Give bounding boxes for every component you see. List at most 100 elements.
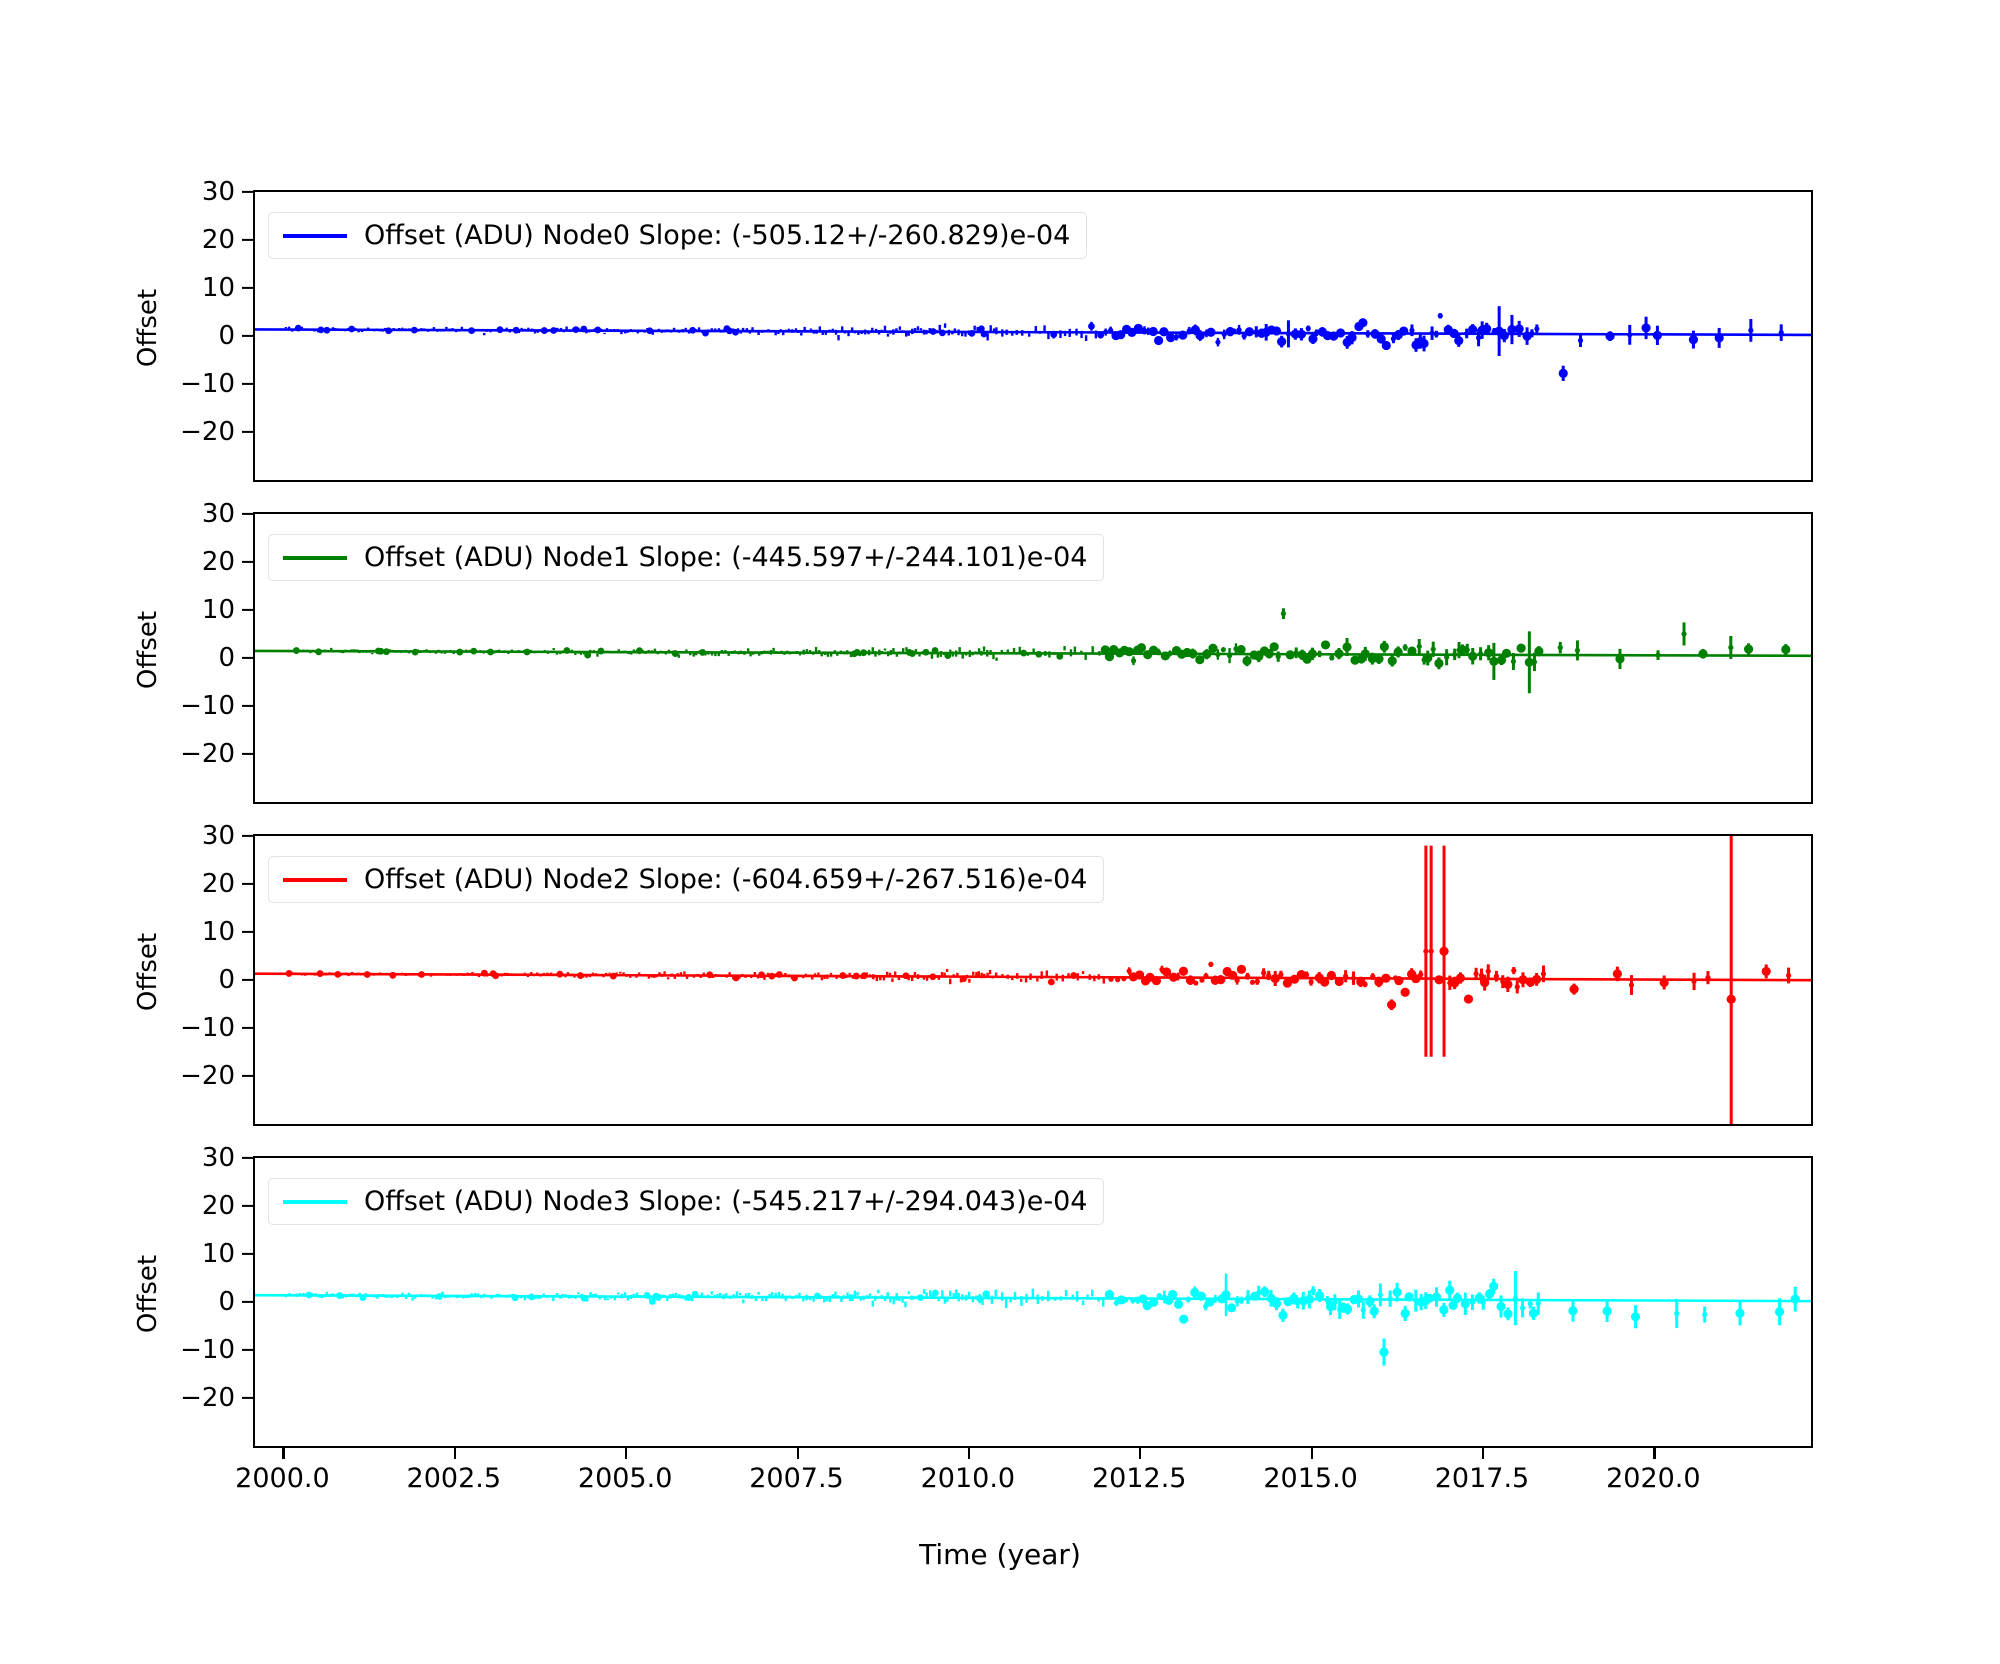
x-tick-label: 2020.0 [1606, 1463, 1701, 1494]
y-tick-mark [242, 930, 253, 934]
y-tick-label: 10 [201, 595, 235, 625]
y-tick-mark [242, 834, 253, 838]
x-tick-label: 2010.0 [920, 1463, 1016, 1494]
error-bars [284, 306, 1783, 381]
data-points [292, 611, 1791, 668]
y-tick-label: −20 [180, 739, 235, 769]
y-tick-label: 0 [218, 1287, 235, 1317]
y-tick-label: −20 [180, 1383, 235, 1413]
trend-fit-line [255, 649, 1811, 658]
y-tick-mark [242, 286, 253, 290]
y-axis-label-panel-2: Offset [133, 932, 163, 1012]
y-axis-ticks-panel-0: 30 20 10 0 −10 −20 [180, 177, 253, 482]
x-tick-label: 2000.0 [235, 1463, 330, 1494]
y-tick-label: 0 [218, 965, 235, 995]
x-tick-mark [1310, 1448, 1313, 1459]
y-tick-mark [242, 882, 253, 886]
x-tick-mark [453, 1448, 456, 1459]
plot-area-node3 [255, 1158, 1811, 1446]
y-tick-mark [242, 1348, 253, 1352]
y-tick-mark [242, 382, 253, 386]
y-tick-label: −10 [180, 369, 235, 399]
legend-label-node3: Offset (ADU) Node3 Slope: (-545.217+/-29… [364, 1186, 1088, 1217]
y-tick-mark [242, 1026, 253, 1030]
legend-label-node1: Offset (ADU) Node1 Slope: (-445.597+/-24… [364, 542, 1088, 573]
x-tick-label: 2005.0 [577, 1463, 673, 1494]
x-tick-mark [1139, 1448, 1142, 1459]
y-tick-mark [242, 334, 253, 338]
y-tick-label: 10 [201, 273, 235, 303]
y-tick-label: 20 [201, 225, 235, 255]
legend-node3: Offset (ADU) Node3 Slope: (-545.217+/-29… [268, 1178, 1105, 1225]
trend-fit-line [255, 328, 1811, 337]
y-tick-label: 20 [201, 869, 235, 899]
x-tick-mark [1653, 1448, 1656, 1459]
y-axis-ticks-panel-2: 30 20 10 0 −10 −20 [180, 821, 253, 1126]
y-tick-label: −10 [180, 1335, 235, 1365]
y-tick-mark [242, 238, 253, 242]
y-tick-mark [242, 656, 253, 660]
y-tick-mark [242, 1204, 253, 1208]
data-points [305, 1281, 1800, 1357]
y-tick-label: 30 [201, 499, 235, 529]
y-tick-label: 10 [201, 917, 235, 947]
y-tick-label: −20 [180, 1061, 235, 1091]
data-points [294, 313, 1784, 378]
y-tick-mark [242, 1396, 253, 1400]
legend-label-node2: Offset (ADU) Node2 Slope: (-604.659+/-26… [364, 864, 1088, 895]
y-tick-label: −10 [180, 691, 235, 721]
y-tick-mark [242, 978, 253, 982]
y-tick-label: 30 [201, 821, 235, 851]
y-axis-label-panel-0: Offset [133, 288, 163, 368]
x-tick-mark [1481, 1448, 1485, 1459]
plot-area-node0 [255, 192, 1811, 480]
trend-fit-line [255, 972, 1811, 982]
legend-node2: Offset (ADU) Node2 Slope: (-604.659+/-26… [268, 856, 1105, 903]
y-tick-mark [242, 608, 253, 612]
y-tick-mark [242, 430, 253, 434]
legend-color-swatch-node0 [283, 233, 347, 238]
y-axis-label-panel-3: Offset [133, 1254, 163, 1334]
y-tick-mark [242, 512, 253, 516]
y-tick-label: 20 [201, 547, 235, 577]
x-tick-mark [625, 1448, 628, 1459]
y-tick-label: 0 [218, 643, 235, 673]
y-tick-label: 0 [218, 321, 235, 351]
y-tick-mark [242, 190, 253, 194]
legend-node0: Offset (ADU) Node0 Slope: (-505.12+/-260… [268, 212, 1088, 259]
y-tick-label: 10 [201, 1239, 235, 1269]
y-tick-mark [242, 1300, 253, 1304]
y-tick-mark [242, 560, 253, 564]
x-tick-label: 2015.0 [1263, 1463, 1358, 1494]
x-tick-label: 2012.5 [1091, 1463, 1187, 1494]
data-points [285, 946, 1792, 1010]
legend-color-swatch-node1 [283, 555, 347, 560]
x-tick-mark [967, 1448, 971, 1459]
y-tick-label: −10 [180, 1013, 235, 1043]
y-tick-label: 20 [201, 1191, 235, 1221]
plot-area-node2 [255, 836, 1811, 1124]
x-axis-label: Time (year) [919, 1538, 1081, 1571]
y-tick-mark [242, 1156, 253, 1160]
plot-area-node1 [255, 514, 1811, 802]
y-tick-mark [242, 752, 253, 756]
legend-color-swatch-node2 [283, 877, 347, 882]
y-tick-label: −20 [180, 417, 235, 447]
legend-label-node0: Offset (ADU) Node0 Slope: (-505.12+/-260… [364, 220, 1071, 251]
x-tick-label: 2007.5 [749, 1463, 844, 1494]
y-tick-mark [242, 704, 253, 708]
y-tick-label: 30 [201, 177, 235, 207]
legend-color-swatch-node3 [283, 1199, 347, 1204]
x-tick-mark [282, 1448, 285, 1459]
x-tick-label: 2002.5 [406, 1463, 502, 1494]
y-tick-mark [242, 1074, 253, 1078]
y-tick-label: 30 [201, 1143, 235, 1173]
legend-node1: Offset (ADU) Node1 Slope: (-445.597+/-24… [268, 534, 1105, 581]
y-axis-ticks-panel-1: 30 20 10 0 −10 −20 [180, 499, 253, 804]
x-tick-label: 2017.5 [1434, 1463, 1530, 1494]
y-axis-ticks-panel-3: 30 20 10 0 −10 −20 [180, 1143, 253, 1448]
y-tick-mark [242, 1252, 253, 1256]
error-bars [284, 1271, 1797, 1366]
x-tick-mark [796, 1448, 799, 1459]
